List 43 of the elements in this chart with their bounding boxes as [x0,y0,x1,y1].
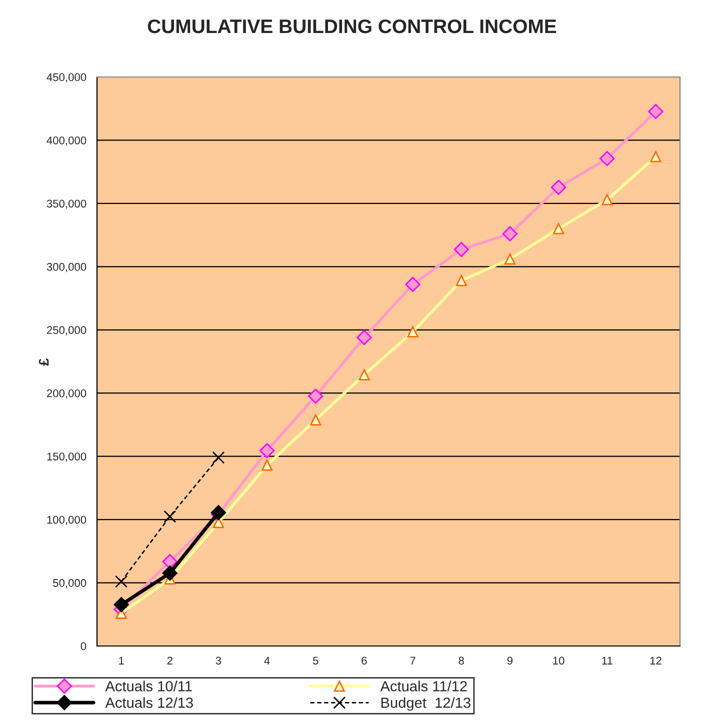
x-tick-label: 1 [119,656,124,664]
x-tick-label: 10 [553,656,564,665]
point [356,330,372,346]
y-axis-title: £ [38,358,49,366]
y-tick-label: 350,000 [46,200,86,209]
y-tick-label: 100,000 [47,516,86,526]
point [454,242,469,258]
point [308,388,324,404]
point [162,554,178,570]
legend-label: Actuals 12/13 [105,697,193,708]
chart-title: CUMULATIVE BUILDING CONTROL INCOME [148,19,556,34]
point [164,510,176,523]
y-tick-label: 400,000 [46,136,86,146]
point [114,597,129,612]
legend-label: Actuals 10/11 [105,680,192,692]
x-tick-label: 8 [458,656,464,665]
y-tick-label: 150,000 [47,452,86,462]
point [600,150,615,166]
x-tick-label: 11 [602,656,612,664]
y-tick-label: 200,000 [46,389,86,399]
x-tick-label: 6 [362,656,367,665]
x-tick-label: 3 [216,656,222,665]
point [405,276,420,292]
x-tick-label: 12 [650,656,662,664]
point [259,443,275,458]
y-tick-label: 300,000 [46,262,86,272]
y-tick-label: 250,000 [46,326,86,336]
point [115,575,128,588]
point [162,566,178,581]
y-tick-label: 50,000 [53,579,86,588]
legend-label: Budget 12/13 [381,697,470,711]
point [648,104,664,120]
point [550,180,566,195]
x-tick-label: 4 [264,656,270,664]
x-tick-label: 5 [312,656,318,665]
y-tick-label: 450,000 [46,73,86,82]
x-tick-label: 9 [507,656,513,665]
point [212,451,225,464]
legend-label: Actuals 11/12 [380,680,467,692]
x-tick-label: 2 [167,656,172,664]
point [502,226,518,242]
x-tick-label: 7 [410,656,416,664]
y-tick-label: 0 [80,642,86,650]
